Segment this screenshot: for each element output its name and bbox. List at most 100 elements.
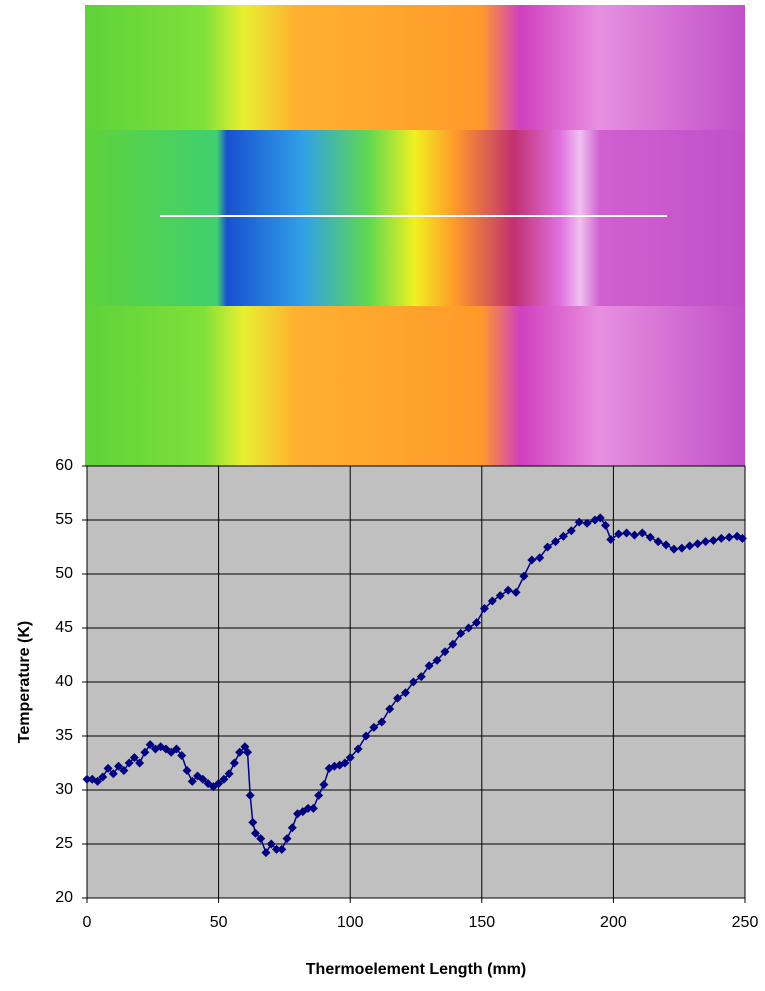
- data-point: [614, 529, 624, 539]
- data-point: [701, 537, 711, 547]
- data-point: [400, 688, 410, 698]
- data-point: [277, 844, 287, 854]
- data-point: [685, 541, 695, 551]
- y-tick-label: 35: [55, 727, 73, 744]
- data-point: [171, 744, 181, 754]
- y-axis-title: Temperature (K): [16, 621, 33, 743]
- data-point: [550, 537, 560, 547]
- data-point: [601, 520, 611, 530]
- data-point: [287, 823, 297, 833]
- data-point: [440, 647, 450, 657]
- x-tick-label: 50: [210, 914, 228, 931]
- data-point: [495, 591, 505, 601]
- data-point: [653, 537, 663, 547]
- data-point: [114, 761, 124, 771]
- data-point: [124, 758, 134, 768]
- data-point: [243, 747, 253, 757]
- data-point: [229, 758, 239, 768]
- y-tick-label: 40: [55, 673, 73, 690]
- data-point: [432, 655, 442, 665]
- data-point: [472, 618, 482, 628]
- data-point: [369, 722, 379, 732]
- data-point: [511, 587, 521, 597]
- data-point: [724, 532, 734, 542]
- data-point: [345, 753, 355, 763]
- data-point: [266, 839, 276, 849]
- data-point: [261, 848, 271, 858]
- data-point: [248, 817, 258, 827]
- data-point: [566, 526, 576, 536]
- y-tick-label: 45: [55, 619, 73, 636]
- data-point: [282, 834, 292, 844]
- data-point: [129, 753, 139, 763]
- data-point: [535, 553, 545, 563]
- data-point: [108, 769, 118, 779]
- data-point: [250, 828, 260, 838]
- data-point: [198, 774, 208, 784]
- data-point: [574, 517, 584, 527]
- data-point: [340, 758, 350, 768]
- data-point: [558, 531, 568, 541]
- x-tick-label: 200: [600, 914, 627, 931]
- y-tick-label: 25: [55, 835, 73, 852]
- x-tick-label: 250: [732, 914, 759, 931]
- data-point: [98, 772, 108, 782]
- data-point: [219, 774, 229, 784]
- x-axis-title: Thermoelement Length (mm): [306, 961, 526, 978]
- data-point: [677, 543, 687, 553]
- thermal-image: [85, 5, 745, 466]
- data-point: [361, 731, 371, 741]
- data-point: [716, 533, 726, 543]
- y-tick-label: 20: [55, 889, 73, 906]
- data-point: [353, 744, 363, 754]
- data-point: [464, 623, 474, 633]
- data-point: [582, 518, 592, 528]
- data-point: [479, 604, 489, 614]
- y-tick-label: 50: [55, 565, 73, 582]
- data-point: [103, 763, 113, 773]
- data-point: [145, 740, 155, 750]
- x-tick-label: 100: [337, 914, 364, 931]
- data-point: [487, 596, 497, 606]
- data-point: [519, 571, 529, 581]
- data-point: [385, 704, 395, 714]
- data-point: [622, 528, 632, 538]
- data-point: [256, 834, 266, 844]
- data-point: [303, 803, 313, 813]
- data-point: [503, 585, 513, 595]
- data-point: [182, 766, 192, 776]
- data-point: [527, 555, 537, 565]
- data-point: [140, 747, 150, 757]
- data-point: [393, 693, 403, 703]
- data-point: [245, 790, 255, 800]
- data-point: [416, 672, 426, 682]
- data-point: [708, 536, 718, 546]
- y-tick-label: 60: [55, 457, 73, 474]
- data-point: [629, 530, 639, 540]
- data-point: [606, 534, 616, 544]
- y-tick-label: 30: [55, 781, 73, 798]
- data-point: [314, 790, 324, 800]
- data-point: [177, 750, 187, 760]
- data-point: [377, 717, 387, 727]
- data-point: [319, 780, 329, 790]
- data-point: [637, 528, 647, 538]
- data-point: [661, 540, 671, 550]
- data-point: [135, 758, 145, 768]
- data-point: [119, 766, 129, 776]
- data-point: [448, 639, 458, 649]
- data-point: [456, 628, 466, 638]
- x-tick-label: 150: [468, 914, 495, 931]
- y-tick-label: 55: [55, 511, 73, 528]
- data-point: [214, 779, 224, 789]
- data-point: [424, 661, 434, 671]
- data-point: [82, 774, 92, 784]
- data-point: [669, 544, 679, 554]
- data-point: [543, 542, 553, 552]
- data-point: [235, 747, 245, 757]
- data-point: [645, 532, 655, 542]
- data-point: [595, 513, 605, 523]
- x-tick-label: 0: [83, 914, 92, 931]
